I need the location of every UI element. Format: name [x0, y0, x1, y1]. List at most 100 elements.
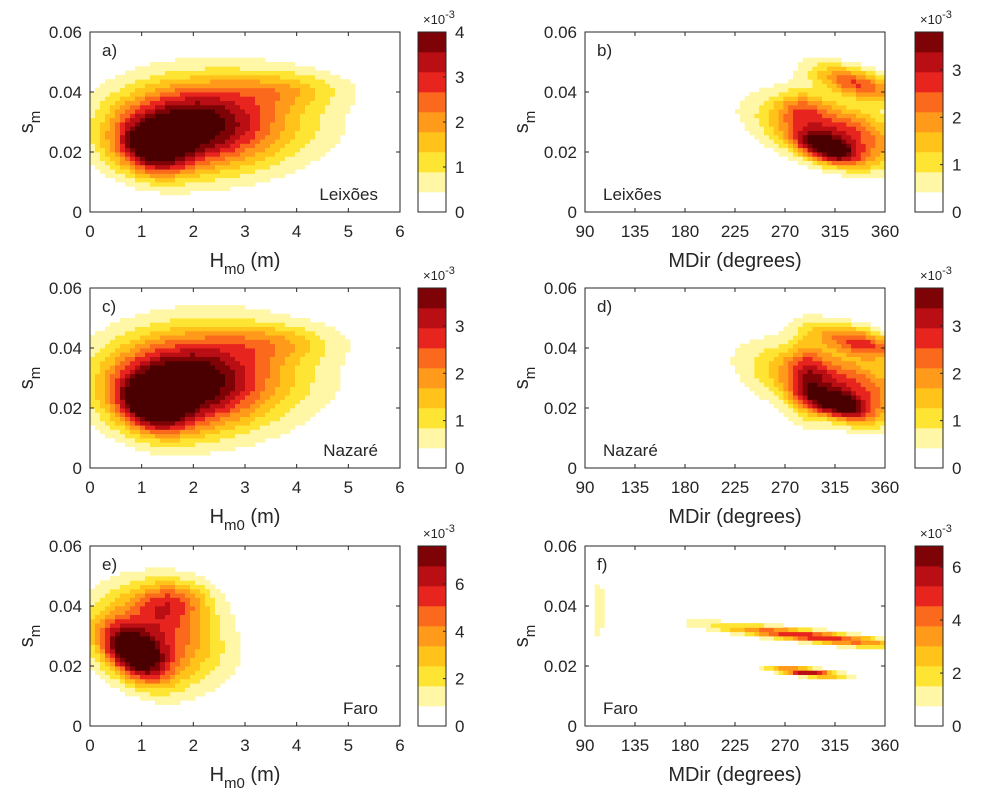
heatmap-cell — [135, 339, 141, 345]
heatmap-cell — [115, 588, 121, 594]
heatmap-cell — [250, 416, 256, 422]
heatmap-cell — [831, 87, 838, 93]
heatmap-cell — [200, 109, 206, 114]
heatmap-cell — [235, 378, 241, 383]
heatmap-cell — [100, 130, 106, 136]
heatmap-cell — [754, 134, 760, 140]
heatmap-cell — [255, 96, 261, 101]
heatmap-cell — [744, 365, 750, 370]
heatmap-cell — [846, 96, 852, 101]
heatmap-cell — [880, 399, 886, 405]
heatmap-cell — [855, 92, 862, 97]
heatmap-cell — [110, 100, 116, 106]
heatmap-cell — [300, 96, 306, 101]
heatmap-cell — [880, 160, 886, 166]
heatmap-cell — [100, 330, 106, 336]
heatmap-cell — [812, 104, 818, 110]
heatmap-cell — [125, 618, 131, 624]
heatmap-cell — [210, 186, 216, 191]
heatmap-cell — [250, 109, 256, 114]
heatmap-cell — [140, 343, 146, 349]
heatmap-cell — [235, 177, 241, 183]
heatmap-cell — [870, 104, 876, 110]
heatmap-cell — [812, 390, 818, 396]
heatmap-cell — [180, 429, 186, 435]
heatmap-cell — [170, 309, 176, 315]
heatmap-cell — [788, 330, 794, 336]
heatmap-cell — [290, 403, 296, 409]
heatmap-cell — [330, 92, 336, 97]
heatmap-cell — [260, 382, 266, 387]
heatmap-cell — [764, 130, 770, 136]
colorbar-tick-label: 3 — [455, 317, 464, 336]
heatmap-cell — [280, 378, 286, 383]
heatmap-cell — [95, 386, 101, 392]
heatmap-cell — [345, 343, 351, 349]
heatmap-cell — [817, 348, 823, 353]
heatmap-cell — [822, 373, 828, 379]
heatmap-cell — [105, 390, 111, 396]
heatmap-cell — [260, 130, 266, 136]
heatmap-cell — [145, 318, 151, 323]
heatmap-cell — [860, 117, 867, 123]
heatmap-cell — [100, 134, 106, 140]
heatmap-cell — [100, 403, 106, 409]
heatmap-cell — [841, 365, 847, 370]
heatmap-cell — [170, 83, 176, 89]
heatmap-cell — [200, 122, 206, 127]
heatmap-cell — [860, 169, 867, 174]
heatmap-cell — [185, 631, 191, 637]
heatmap-cell — [865, 365, 871, 370]
heatmap-cell — [320, 335, 326, 340]
heatmap-cell — [875, 147, 881, 153]
heatmap-cell — [310, 348, 316, 353]
heatmap-cell — [870, 420, 876, 426]
heatmap-cell — [807, 382, 813, 387]
heatmap-cell — [135, 326, 141, 332]
heatmap-cell — [145, 386, 151, 392]
heatmap-cell — [120, 618, 126, 624]
heatmap-cell — [305, 382, 311, 387]
heatmap-cell — [802, 330, 808, 336]
heatmap-cell — [120, 373, 126, 379]
heatmap-cell — [160, 648, 166, 654]
heatmap-cell — [225, 173, 231, 179]
heatmap-cell — [325, 356, 331, 362]
heatmap-cell — [875, 378, 881, 383]
heatmap-cell — [195, 113, 201, 119]
heatmap-cell — [870, 348, 876, 353]
heatmap-cell — [180, 130, 186, 136]
heatmap-cell — [768, 386, 775, 392]
heatmap-cell — [255, 369, 261, 375]
heatmap-cell — [290, 156, 296, 161]
heatmap-cell — [125, 83, 131, 89]
heatmap-cell — [180, 173, 186, 179]
heatmap-cell — [841, 390, 847, 396]
heatmap-cell — [205, 390, 211, 396]
heatmap-cell — [125, 126, 131, 131]
heatmap-cell — [105, 670, 111, 675]
heatmap-cell — [812, 420, 818, 426]
heatmap-cell — [826, 122, 833, 127]
heatmap-cell — [788, 87, 794, 93]
heatmap-cell — [140, 687, 146, 693]
heatmap-cell — [305, 66, 311, 71]
heatmap-cell — [155, 79, 161, 84]
heatmap-cell — [841, 122, 847, 127]
x-tick-label: 90 — [576, 478, 595, 497]
heatmap-cell — [285, 134, 291, 140]
heatmap-cell — [105, 386, 111, 392]
heatmap-cell — [255, 134, 261, 140]
heatmap-cell — [190, 438, 196, 443]
heatmap-cell — [200, 403, 206, 409]
heatmap-cell — [846, 330, 852, 336]
heatmap-cell — [793, 335, 799, 340]
heatmap-cell — [846, 399, 852, 405]
heatmap-cell — [855, 339, 862, 345]
heatmap-cell — [285, 378, 291, 383]
heatmap-cell — [851, 369, 857, 375]
heatmap-cell — [310, 386, 316, 392]
heatmap-cell — [759, 339, 765, 345]
heatmap-cell — [155, 640, 161, 645]
heatmap-cell — [860, 122, 867, 127]
